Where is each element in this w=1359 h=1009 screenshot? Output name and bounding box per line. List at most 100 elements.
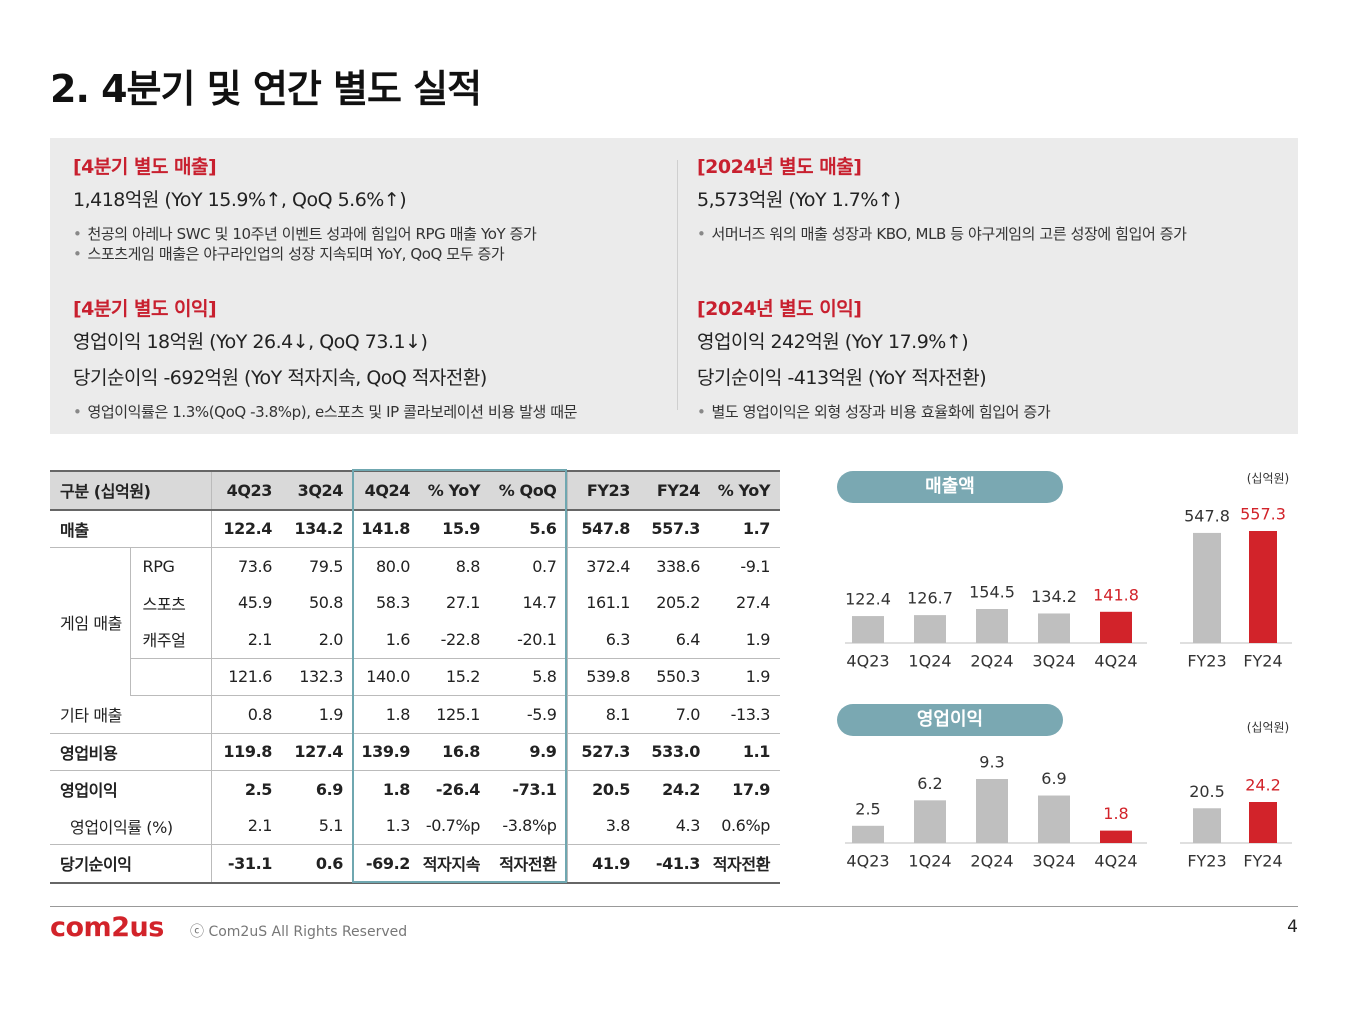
cell: -5.9 (490, 695, 568, 734)
sub-row: 121.6 132.3 140.0 15.2 5.8 539.8 550.3 1.9 (50, 658, 781, 696)
cell: 50.8 (308, 593, 344, 613)
header-cell: % YoY (710, 470, 781, 511)
table-row: 영업이익률 (%) 2.1 5.1 1.3 -0.7%p -3.8%p 3.8 4.3 0.6%… (50, 807, 781, 845)
bar (914, 615, 946, 643)
cell: 0.7 (532, 556, 557, 576)
header-cell: % YoY (420, 470, 491, 511)
bullet: 천공의 아레나 SWC 및 10주년 이벤트 성과에 힘입어 RPG 매출 Yo… (73, 224, 536, 244)
bar (914, 800, 946, 843)
header-row: 구분 (십억원) 4Q23 3Q24 4Q24% YoY% QoQ FY23 FY24% … (50, 470, 781, 511)
sub-row: 게임 매출 RPG 73.6 79.5 80.0 8.8 0.7 372.4 338.6 -9.1 (50, 547, 780, 633)
bar (1100, 611, 1132, 643)
logo: com2us (50, 912, 164, 943)
cell: 119.8 (210, 733, 283, 771)
x-tick-label: FY23 (1187, 852, 1226, 871)
cell: 15.2 (420, 658, 491, 696)
cell: 6.9 (315, 779, 344, 799)
summary-heading: [2024년 별도 이익] (697, 298, 862, 320)
cell: 1.9 (282, 695, 354, 734)
summary-block: [2024년 별도 이익] 영업이익 242억원 (YoY 17.9%↑) 당기순이… (697, 294, 1051, 422)
cell: 1.8 (382, 779, 411, 799)
cell: 527.3 (566, 733, 641, 771)
sub-label: 스포츠 (129, 584, 212, 621)
cell: 0.8 (210, 695, 283, 734)
bar (976, 609, 1008, 643)
cell: 4.3 (640, 807, 711, 845)
cell: 539.8 (566, 658, 641, 696)
x-tick-label: 4Q23 (846, 652, 889, 671)
footer-rule (50, 906, 1298, 907)
cell: 58.3 (375, 593, 411, 613)
summary-line: 영업이익 242억원 (YoY 17.9%↑) (697, 331, 969, 353)
cell: 338.6 (656, 556, 701, 576)
summary-block: [2024년 별도 매출] 5,573억원 (YoY 1.7%↑) 서머너즈 워의 … (697, 152, 1187, 244)
cell: 2.1 (210, 807, 283, 845)
cell: 1.9 (710, 658, 781, 696)
cell: 205.2 (656, 593, 701, 613)
sub-row: 캐주얼 2.1 2.0 1.6 -22.8 -20.1 6.3 6.4 1.9 (50, 621, 781, 659)
cell: -20.1 (490, 621, 568, 659)
x-tick-label: FY23 (1187, 652, 1226, 671)
sub-label: RPG (129, 547, 212, 585)
cell: 14.7 (522, 593, 557, 613)
value-label: 9.3 (979, 753, 1004, 772)
cell: 41.9 (566, 844, 641, 884)
cell: 1.6 (353, 621, 421, 659)
cell: 2.0 (282, 621, 354, 659)
cell: 5.6 (490, 509, 568, 548)
cell: 적자지속 (420, 844, 491, 884)
summary-heading: [4분기 별도 이익] (73, 298, 217, 320)
value-label: 547.8 (1184, 506, 1230, 525)
value-label: 20.5 (1189, 782, 1225, 801)
sub-label: 캐주얼 (129, 621, 212, 659)
x-tick-label: 3Q24 (1032, 852, 1075, 871)
group-label: 게임 매출 (60, 613, 122, 633)
summary-line: 당기순이익 -413억원 (YoY 적자전환) (697, 367, 987, 389)
value-label: 6.9 (1041, 769, 1066, 788)
cell: 73.6 (210, 547, 283, 585)
cell: 15.9 (420, 509, 491, 548)
cell: 139.9 (353, 733, 421, 771)
value-label: 134.2 (1031, 587, 1077, 606)
row-label: 매출 (50, 509, 212, 548)
header-cell: % QoQ (490, 470, 568, 511)
summary-heading: [2024년 별도 매출] (697, 156, 862, 178)
cell: -31.1 (210, 844, 283, 884)
x-tick-label: 3Q24 (1032, 652, 1075, 671)
bar (1249, 802, 1277, 843)
bar (1193, 532, 1221, 643)
cell: 7.0 (640, 695, 711, 734)
cell: 1.8 (353, 695, 421, 734)
table-row: 기타 매출 0.8 1.9 1.8 125.1 -5.9 8.1 7.0 -13.3 (50, 695, 781, 734)
page-number: 4 (1287, 917, 1298, 937)
slide-title: 2. 4분기 및 연간 별도 실적 (50, 67, 482, 111)
bar (1038, 795, 1070, 843)
cell: 547.8 (566, 509, 641, 548)
cell: -69.2 (353, 844, 421, 884)
divider (677, 160, 678, 410)
cell: 2.5 (210, 770, 283, 808)
header-cell: FY23 (566, 470, 641, 511)
bullet-list: 영업이익률은 1.3%(QoQ -3.8%p), e스포츠 및 IP 콜라보레이… (73, 402, 577, 422)
cell: 3.8 (566, 807, 641, 845)
x-tick-label: FY24 (1243, 852, 1282, 871)
cell: 1.3 (353, 807, 421, 845)
cell: 6.3 (566, 621, 641, 659)
cell: -3.8%p (490, 807, 568, 845)
x-tick-label: 4Q24 (1094, 652, 1137, 671)
bar (976, 779, 1008, 843)
cell: 45.9 (210, 584, 283, 621)
bullet-list: 별도 영업이익은 외형 성장과 비용 효율화에 힘입어 증가 (697, 402, 1050, 422)
chart-title: 영업이익 (917, 709, 983, 730)
highlight-frame (352, 469, 567, 883)
cell: 141.8 (353, 509, 421, 548)
cell: 적자전환 (710, 844, 781, 884)
bullet: 별도 영업이익은 외형 성장과 비용 효율화에 힘입어 증가 (697, 402, 1050, 422)
summary-box (50, 138, 1298, 434)
table-row: 매출 122.4 134.2 141.8 15.9 5.6 547.8 557.3 1.7 (50, 509, 781, 548)
header-cell: 구분 (십억원) (50, 470, 212, 511)
bar (1193, 808, 1221, 843)
cell: 8.8 (455, 556, 481, 576)
bar (852, 825, 884, 843)
header-cell: 4Q23 (210, 470, 283, 511)
